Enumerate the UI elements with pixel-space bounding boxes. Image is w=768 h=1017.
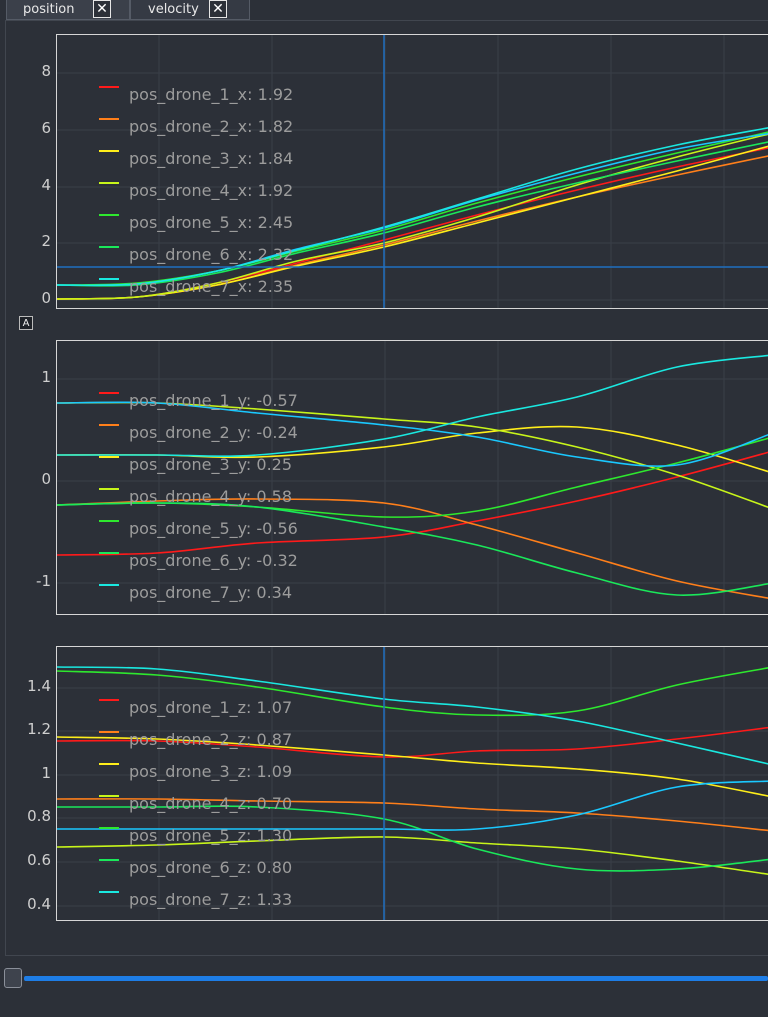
close-icon[interactable]: ✕ bbox=[93, 0, 111, 18]
legend-label: pos_drone_3_x: 1.84 bbox=[129, 149, 293, 169]
legend-label: pos_drone_1_x: 1.92 bbox=[129, 85, 293, 105]
legend-label: pos_drone_6_x: 2.32 bbox=[129, 245, 293, 265]
legend-label: pos_drone_1_z: 1.07 bbox=[129, 698, 292, 718]
y-tick-label: 1.2 bbox=[27, 720, 51, 738]
series-line-2 bbox=[57, 798, 768, 832]
series-line-8 bbox=[57, 666, 768, 765]
tab-position[interactable]: position ✕ bbox=[6, 0, 130, 20]
plot-y-canvas: pos_drone_1_y: -0.57 pos_drone_2_y: -0.24… bbox=[57, 341, 768, 614]
y-tick-label: 1 bbox=[41, 368, 51, 386]
legend-label: pos_drone_4_x: 1.92 bbox=[129, 181, 293, 201]
legend-label: pos_drone_7_z: 1.33 bbox=[129, 890, 292, 910]
close-icon[interactable]: ✕ bbox=[209, 0, 227, 18]
y-tick-label: 0 bbox=[41, 470, 51, 488]
tab-velocity[interactable]: velocity ✕ bbox=[130, 0, 250, 20]
series-line-1 bbox=[57, 726, 768, 758]
legend-label: pos_drone_3_y: 0.25 bbox=[129, 455, 292, 475]
legend-label: pos_drone_3_z: 1.09 bbox=[129, 762, 292, 782]
series-line-6 bbox=[57, 502, 768, 596]
legend-label: pos_drone_2_y: -0.24 bbox=[129, 423, 298, 443]
y-tick-label: -1 bbox=[36, 572, 51, 590]
series-line-4 bbox=[57, 836, 768, 876]
series-line-8 bbox=[57, 127, 768, 287]
slider-track[interactable] bbox=[24, 976, 768, 981]
series-line-3 bbox=[57, 736, 768, 797]
legend: pos_drone_1_y: -0.57 pos_drone_2_y: -0.24… bbox=[99, 391, 298, 603]
y-tick-label: 8 bbox=[41, 62, 51, 80]
series-line-4 bbox=[57, 133, 768, 300]
y-tick-label: 0.4 bbox=[27, 895, 51, 913]
y-tick-label: 6 bbox=[41, 119, 51, 137]
series-line-7 bbox=[57, 780, 768, 831]
legend-label: pos_drone_2_x: 1.82 bbox=[129, 117, 293, 137]
tab-bar: position ✕ velocity ✕ bbox=[0, 0, 768, 20]
legend-label: pos_drone_4_y: 0.58 bbox=[129, 487, 292, 507]
plot-z-canvas: pos_drone_1_z: 1.07 pos_drone_2_z: 0.87 po… bbox=[57, 647, 768, 920]
legend-label: pos_drone_5_x: 2.45 bbox=[129, 213, 293, 233]
autoscale-icon[interactable]: A bbox=[19, 316, 33, 330]
legend-label: pos_drone_4_z: 0.70 bbox=[129, 794, 292, 814]
legend-label: pos_drone_6_y: -0.32 bbox=[129, 551, 298, 571]
tab-velocity-label: velocity bbox=[148, 2, 199, 17]
tab-position-label: position bbox=[23, 2, 75, 17]
y-tick-label: 1.4 bbox=[27, 677, 51, 695]
y-tick-label: 1 bbox=[41, 764, 51, 782]
legend-label: pos_drone_6_z: 0.80 bbox=[129, 858, 292, 878]
legend-label: pos_drone_7_y: 0.34 bbox=[129, 583, 292, 603]
series-line-1 bbox=[57, 451, 768, 556]
plot-position-x[interactable]: pos_drone_1_x: 1.92 pos_drone_2_x: 1.82 po… bbox=[56, 34, 768, 309]
y-tick-label: 4 bbox=[41, 176, 51, 194]
y-tick-label: 2 bbox=[41, 232, 51, 250]
legend: pos_drone_1_x: 1.92 pos_drone_2_x: 1.82 po… bbox=[99, 85, 293, 297]
legend: pos_drone_1_z: 1.07 pos_drone_2_z: 0.87 po… bbox=[99, 698, 292, 910]
legend-label: pos_drone_7_x: 2.35 bbox=[129, 277, 293, 297]
y-tick-label: 0 bbox=[41, 289, 51, 307]
legend-label: pos_drone_5_y: -0.56 bbox=[129, 519, 298, 539]
slider-handle[interactable] bbox=[4, 968, 22, 988]
y-tick-label: 0.8 bbox=[27, 807, 51, 825]
series-line-6 bbox=[57, 141, 768, 287]
legend-label: pos_drone_5_z: 1.30 bbox=[129, 826, 292, 846]
series-line-2 bbox=[57, 498, 768, 599]
time-slider bbox=[0, 960, 768, 1017]
series-line-8 bbox=[57, 354, 768, 457]
series-line-6 bbox=[57, 805, 768, 872]
plot-x-canvas: pos_drone_1_x: 1.92 pos_drone_2_x: 1.82 po… bbox=[57, 35, 768, 308]
plot-position-z[interactable]: pos_drone_1_z: 1.07 pos_drone_2_z: 0.87 po… bbox=[56, 646, 768, 921]
y-tick-label: 0.6 bbox=[27, 851, 51, 869]
legend-label: pos_drone_1_y: -0.57 bbox=[129, 391, 298, 411]
plot-position-y[interactable]: pos_drone_1_y: -0.57 pos_drone_2_y: -0.24… bbox=[56, 340, 768, 615]
series-line-5 bbox=[57, 667, 768, 717]
legend-label: pos_drone_2_z: 0.87 bbox=[129, 730, 292, 750]
